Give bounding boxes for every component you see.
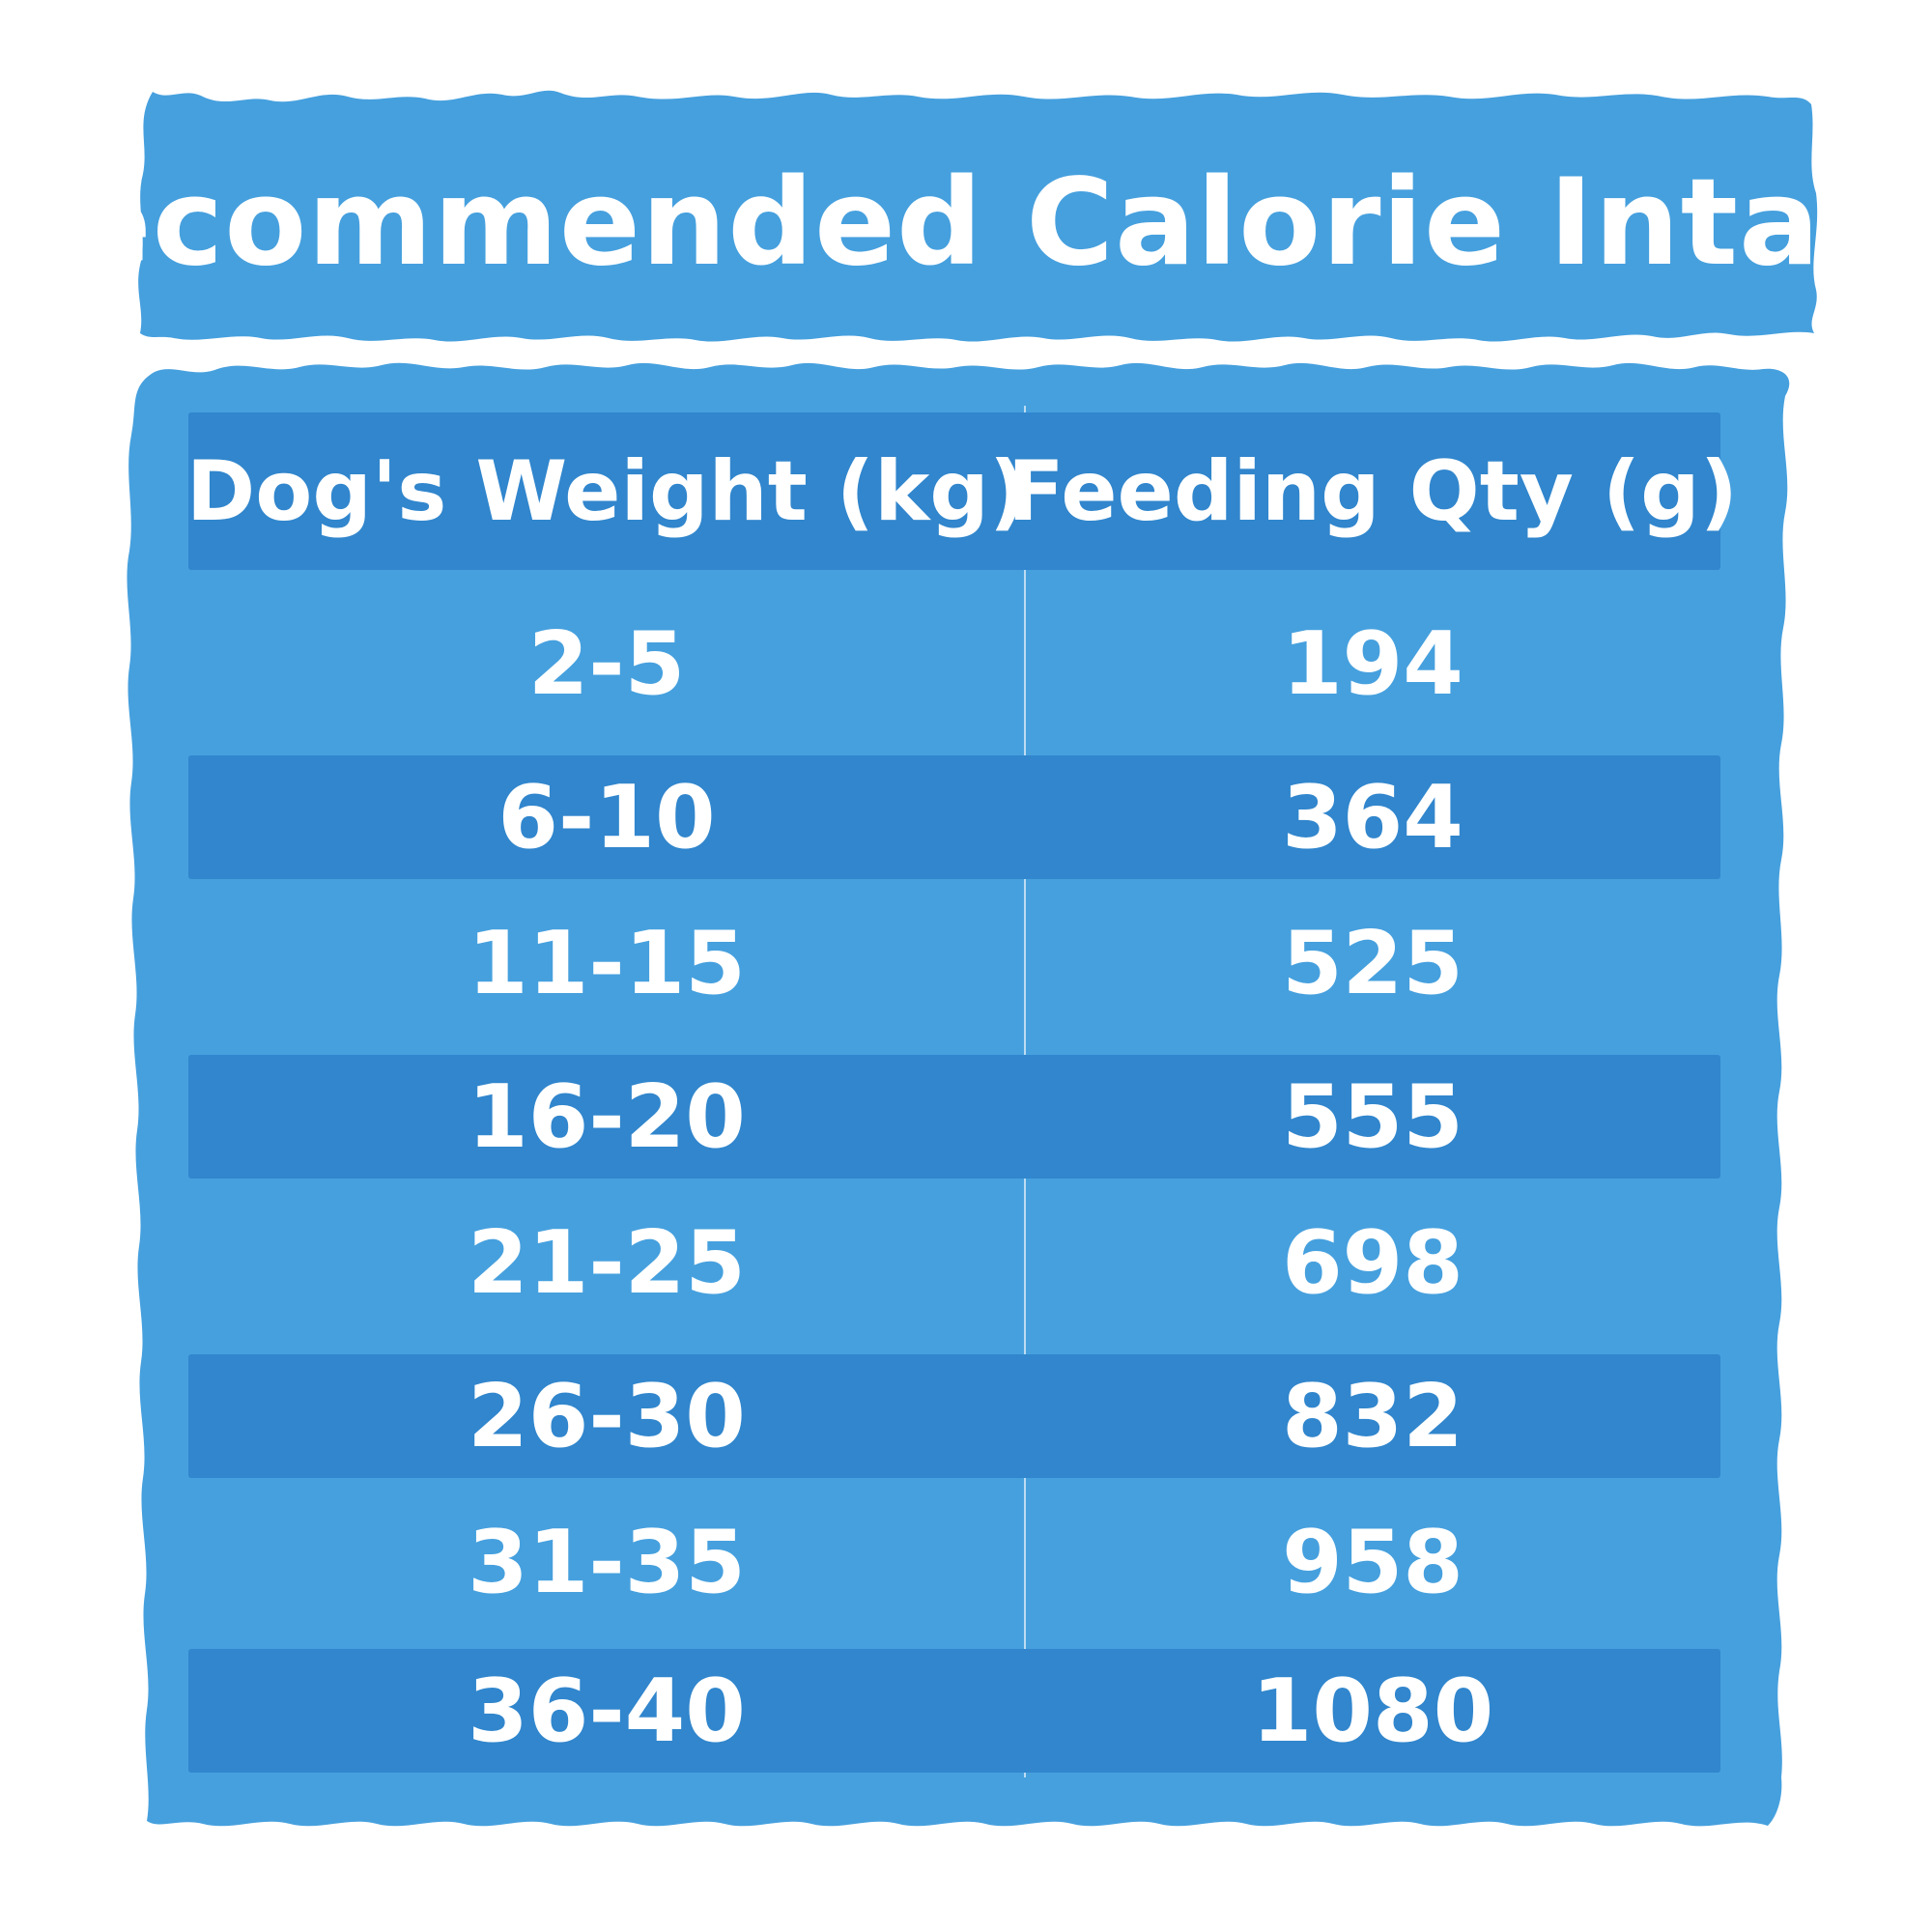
weight-cell: 26-30 — [468, 1365, 746, 1467]
header-dog-weight: Dog's Weight (kg) — [185, 442, 1028, 540]
table-row: 21-25 698 — [188, 1200, 1720, 1325]
header-feeding-qty: Feeding Qty (g) — [1007, 442, 1739, 540]
weight-cell: 31-35 — [468, 1511, 746, 1613]
qty-cell: 958 — [1282, 1511, 1463, 1613]
weight-cell: 16-20 — [468, 1065, 746, 1168]
table-row: 6-10 364 — [188, 755, 1720, 879]
table-row: 36-40 1080 — [188, 1649, 1720, 1773]
table-row: 2-5 194 — [188, 601, 1720, 726]
qty-cell: 1080 — [1251, 1660, 1494, 1762]
qty-cell: 525 — [1282, 912, 1463, 1014]
qty-cell: 832 — [1282, 1365, 1463, 1467]
weight-cell: 11-15 — [468, 912, 746, 1014]
qty-cell: 698 — [1282, 1211, 1463, 1314]
table-row: 31-35 958 — [188, 1499, 1720, 1625]
page-title: Recommended Calorie Intake — [0, 154, 1932, 293]
title-banner — [138, 90, 1818, 342]
table-header-row: Dog's Weight (kg) Feeding Qty (g) — [185, 412, 1739, 570]
qty-cell: 364 — [1282, 766, 1463, 868]
qty-cell: 194 — [1282, 612, 1463, 715]
qty-cell: 555 — [1282, 1065, 1463, 1168]
calorie-table: Dog's Weight (kg) Feeding Qty (g) 2-5 19… — [185, 412, 1739, 1775]
weight-cell: 36-40 — [468, 1660, 746, 1762]
table-row: 16-20 555 — [188, 1055, 1720, 1179]
weight-cell: 6-10 — [497, 766, 716, 868]
weight-cell: 21-25 — [468, 1211, 746, 1314]
table-row: 11-15 525 — [188, 900, 1720, 1026]
table-row: 26-30 832 — [188, 1354, 1720, 1478]
weight-cell: 2-5 — [527, 612, 686, 715]
